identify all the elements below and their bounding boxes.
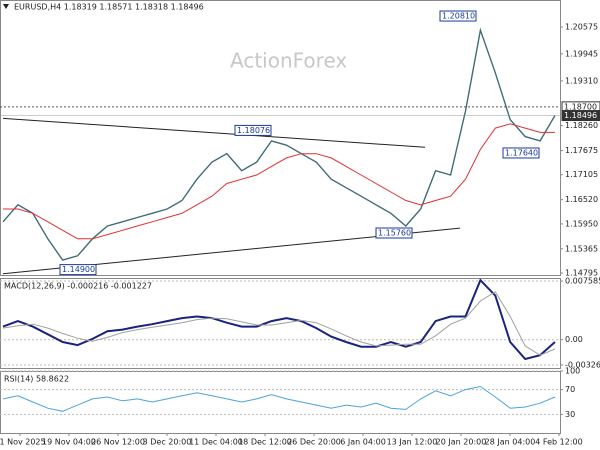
menu-icon bbox=[3, 4, 9, 9]
x-tick-label: 3 Dec 20:00 bbox=[143, 438, 192, 447]
series-line bbox=[2, 385, 556, 412]
annotation-box bbox=[502, 147, 540, 159]
x-tick-label: 4 Feb 12:00 bbox=[535, 438, 582, 447]
x-tick-label: 18 Dec 12:00 bbox=[238, 438, 292, 447]
series-line bbox=[2, 291, 556, 356]
panel-border bbox=[0, 0, 561, 276]
y-tick-label: 1.14795 bbox=[565, 269, 598, 278]
chart-title: EURUSD,H4 1.18319 1.18571 1.18318 1.1849… bbox=[14, 3, 204, 12]
x-tick-label: 28 Jan 04:00 bbox=[485, 438, 536, 447]
x-tick-label: 26 Nov 12:00 bbox=[91, 438, 145, 447]
annotation-label: 1.15760 bbox=[378, 229, 411, 238]
annotation-box bbox=[234, 124, 272, 136]
annotation-box bbox=[375, 227, 413, 239]
annotation-label: 1.20810 bbox=[442, 12, 475, 21]
annotation-label: 1.17640 bbox=[505, 148, 538, 157]
y-tick-label: 1.15365 bbox=[565, 244, 598, 253]
price-label: 1.18496 bbox=[564, 111, 597, 120]
x-tick-label: 11 Dec 04:00 bbox=[189, 438, 243, 447]
y-tick-label: 0.007585 bbox=[565, 277, 600, 286]
price-box bbox=[561, 110, 600, 122]
annotation-label: 1.14900 bbox=[62, 265, 95, 274]
panel-title: MACD(12,26,9) -0.000216 -0.001227 bbox=[4, 282, 152, 291]
series-line bbox=[3, 123, 555, 240]
watermark: ActionForex bbox=[230, 49, 347, 73]
trendline bbox=[2, 117, 426, 148]
y-tick-label: 30 bbox=[565, 410, 575, 419]
x-tick-label: 11 Nov 2025 bbox=[0, 438, 46, 447]
x-tick-label: 13 Jan 12:00 bbox=[387, 438, 438, 447]
y-tick-label: 1.15950 bbox=[565, 219, 598, 228]
y-tick-label: 1.20575 bbox=[565, 23, 598, 32]
panel-border bbox=[0, 278, 561, 369]
x-tick-label: 20 Jan 20:00 bbox=[436, 438, 487, 447]
y-tick-label: 1.18260 bbox=[565, 121, 598, 130]
y-tick-label: 100 bbox=[565, 367, 580, 376]
y-tick-label: 1.19945 bbox=[565, 49, 598, 58]
x-tick-label: 26 Dec 20:00 bbox=[287, 438, 341, 447]
annotation-box bbox=[439, 10, 477, 22]
annotation-box bbox=[59, 264, 97, 276]
y-tick-label: 1.19310 bbox=[565, 76, 598, 85]
annotation-label: 1.18076 bbox=[237, 126, 270, 135]
y-tick-label: 1.17105 bbox=[565, 170, 598, 179]
y-tick-label: -0.003264 bbox=[565, 360, 600, 369]
series-line bbox=[2, 27, 556, 261]
price-label: 1.18700 bbox=[564, 102, 597, 111]
panel-title: RSI(14) 58.8622 bbox=[4, 375, 69, 384]
series-line bbox=[2, 278, 556, 361]
y-tick-label: 70 bbox=[565, 385, 575, 394]
y-tick-label: 1.17675 bbox=[565, 146, 598, 155]
x-tick-label: 6 Jan 04:00 bbox=[340, 438, 386, 447]
y-tick-label: 0.00 bbox=[565, 335, 583, 344]
x-tick-label: 19 Nov 04:00 bbox=[42, 438, 96, 447]
y-tick-label: 1.16520 bbox=[565, 195, 598, 204]
